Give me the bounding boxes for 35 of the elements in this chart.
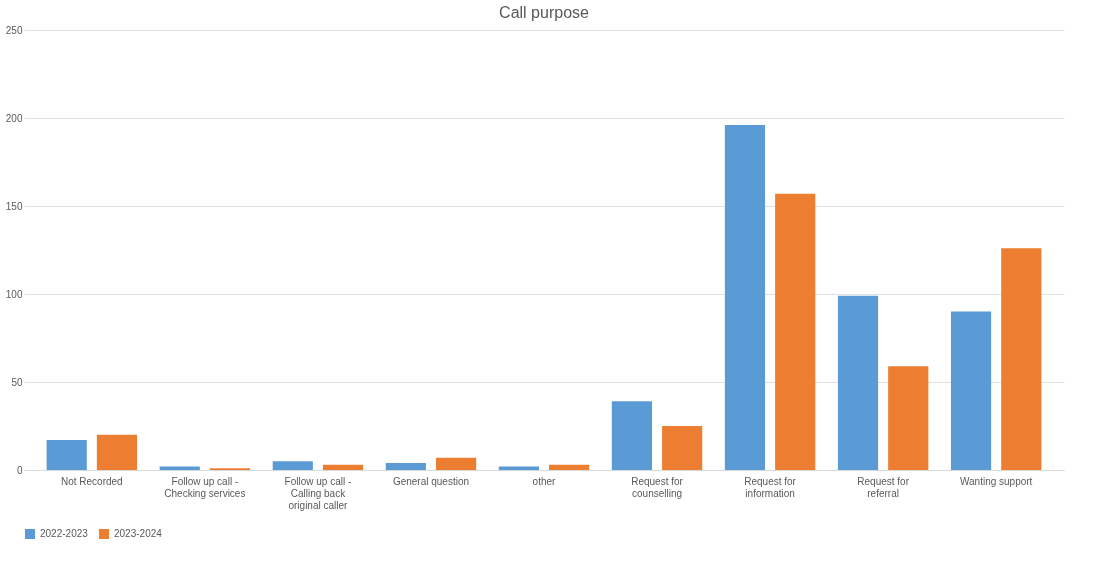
y-tick-label: 100 bbox=[5, 288, 23, 300]
bar bbox=[96, 434, 138, 470]
x-tick-label: Request for information bbox=[744, 475, 797, 499]
y-tick-label: 250 bbox=[5, 24, 23, 36]
bar bbox=[611, 401, 653, 470]
bar bbox=[159, 466, 200, 470]
bar bbox=[837, 295, 879, 470]
y-tick-label: 150 bbox=[5, 200, 23, 212]
x-tick-label: Follow up call - Calling back original caller bbox=[284, 475, 352, 511]
bar bbox=[662, 426, 703, 470]
bar bbox=[549, 464, 590, 470]
x-tick-label: other bbox=[532, 475, 557, 487]
bar bbox=[46, 440, 87, 470]
chart-title: Call purpose bbox=[499, 4, 590, 21]
bar bbox=[775, 193, 816, 470]
bar bbox=[950, 311, 992, 470]
x-tick-label: Request for referral bbox=[857, 475, 910, 499]
bar bbox=[888, 366, 929, 470]
y-tick-label: 50 bbox=[11, 376, 23, 388]
bar bbox=[1001, 248, 1042, 470]
legend-label: 2023-2024 bbox=[114, 528, 163, 539]
bar bbox=[385, 462, 426, 470]
bar bbox=[498, 466, 539, 470]
y-tick-label: 0 bbox=[16, 464, 23, 476]
legend-label: 2022-2023 bbox=[40, 528, 89, 539]
x-tick-label: Not Recorded bbox=[60, 475, 123, 487]
bar bbox=[724, 125, 766, 470]
y-tick-label: 200 bbox=[5, 112, 23, 124]
bar bbox=[322, 464, 364, 470]
x-tick-label: Request for counselling bbox=[631, 475, 684, 499]
bar bbox=[272, 461, 313, 470]
bar bbox=[435, 457, 477, 470]
x-tick-label: Follow up call - Checking services bbox=[164, 475, 246, 499]
x-tick-label: Wanting support bbox=[959, 475, 1033, 487]
x-tick-label: General question bbox=[392, 475, 470, 487]
